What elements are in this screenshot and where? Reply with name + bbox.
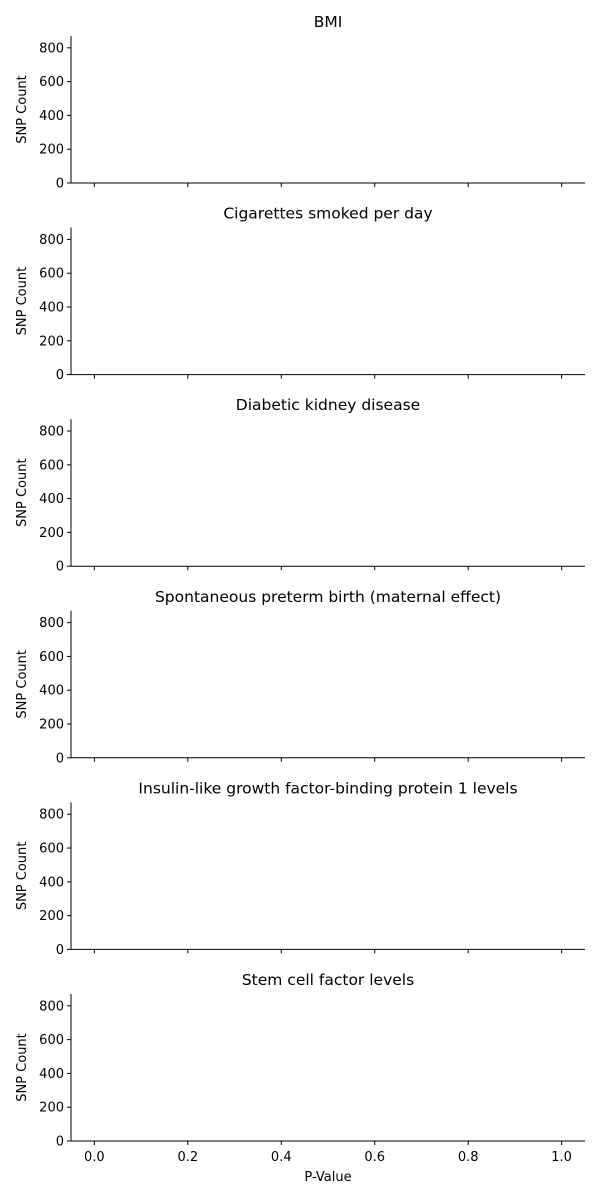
y-axis-label: SNP Count xyxy=(15,75,30,144)
y-axis-label: SNP Count xyxy=(15,842,30,911)
y-tick-label: 0 xyxy=(56,560,64,575)
y-tick-label: 600 xyxy=(39,842,64,857)
y-axis-label: SNP Count xyxy=(15,650,30,719)
x-axis-label: P-Value xyxy=(304,1170,351,1185)
y-tick-label: 800 xyxy=(39,233,64,248)
y-tick-label: 600 xyxy=(39,267,64,282)
y-tick-label: 0 xyxy=(56,1135,64,1150)
y-tick-label: 200 xyxy=(39,1101,64,1116)
x-tick-label: 0.4 xyxy=(271,1150,292,1165)
panel-title: Diabetic kidney disease xyxy=(236,396,420,414)
y-axis-label: SNP Count xyxy=(15,267,30,336)
panel-5: Insulin-like growth factor-binding prote… xyxy=(15,779,585,958)
y-tick-label: 200 xyxy=(39,143,64,158)
y-tick-label: 200 xyxy=(39,718,64,733)
y-tick-label: 0 xyxy=(56,368,64,383)
y-tick-label: 600 xyxy=(39,458,64,473)
panel-1: BMI 0 200 400 600 800 SNP Count xyxy=(15,13,585,192)
panel-2: Cigarettes smoked per day 0 200 400 600 800 SN… xyxy=(15,205,585,383)
y-tick-label: 400 xyxy=(39,684,64,699)
y-tick-label: 800 xyxy=(39,999,64,1014)
y-tick-label: 0 xyxy=(56,943,64,958)
panel-title: Stem cell factor levels xyxy=(242,971,414,989)
y-tick-label: 0 xyxy=(56,751,64,766)
y-tick-label: 800 xyxy=(39,41,64,56)
y-tick-label: 800 xyxy=(39,425,64,440)
panel-4: Spontaneous preterm birth (maternal effe… xyxy=(15,588,585,766)
y-tick-label: 400 xyxy=(39,301,64,316)
panel-3: Diabetic kidney disease 0 200 400 600 800 SNP … xyxy=(15,396,585,575)
y-tick-label: 800 xyxy=(39,616,64,631)
x-tick-label: 0.2 xyxy=(177,1150,198,1165)
y-tick-label: 200 xyxy=(39,334,64,349)
panel-title: Insulin-like growth factor-binding prote… xyxy=(138,779,517,797)
panel-6: Stem cell factor levels 0 200 400 600 800 SNP … xyxy=(15,971,585,1185)
y-tick-label: 400 xyxy=(39,109,64,124)
y-tick-label: 400 xyxy=(39,875,64,890)
x-tick-label: 0.6 xyxy=(364,1150,385,1165)
y-axis-label: SNP Count xyxy=(15,1033,30,1102)
panel-title: Cigarettes smoked per day xyxy=(223,205,432,223)
y-tick-label: 600 xyxy=(39,1033,64,1048)
y-tick-label: 400 xyxy=(39,492,64,507)
x-tick-label: 0.8 xyxy=(458,1150,479,1165)
y-tick-label: 0 xyxy=(56,177,64,192)
y-tick-label: 600 xyxy=(39,75,64,90)
y-tick-label: 200 xyxy=(39,526,64,541)
x-tick-label: 0.0 xyxy=(84,1150,105,1165)
y-tick-label: 400 xyxy=(39,1067,64,1082)
y-axis-label: SNP Count xyxy=(15,458,30,527)
y-tick-label: 200 xyxy=(39,909,64,924)
y-tick-label: 600 xyxy=(39,650,64,665)
y-tick-label: 800 xyxy=(39,808,64,823)
x-tick-label: 1.0 xyxy=(551,1150,572,1165)
panel-title: BMI xyxy=(314,13,343,31)
panel-title: Spontaneous preterm birth (maternal effe… xyxy=(155,588,501,606)
